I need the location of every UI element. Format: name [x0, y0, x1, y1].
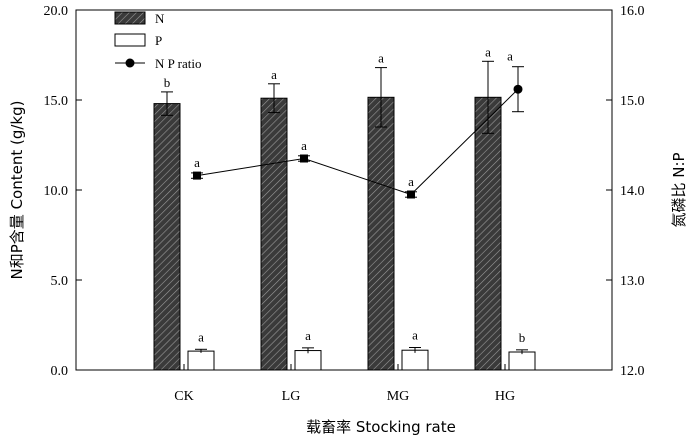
x-axis-title: 载畜率 Stocking rate	[306, 418, 456, 436]
sig-label-n: a	[378, 51, 384, 66]
x-tick-label: CK	[174, 389, 193, 404]
bar-n-ck	[153, 103, 181, 371]
x-tick-label: LG	[282, 389, 301, 404]
y-tick-label: 20.0	[44, 4, 69, 19]
bar-n-mg	[367, 96, 395, 371]
sig-label-p: a	[412, 328, 418, 343]
bar-n-lg	[260, 97, 288, 371]
legend-label-p: P	[155, 33, 162, 48]
y-tick-label: 10.0	[44, 184, 69, 199]
sig-label-n: b	[164, 75, 171, 90]
sig-label-ratio: a	[408, 174, 414, 189]
ratio-point	[193, 171, 201, 180]
x-tick-label: HG	[495, 389, 515, 404]
sig-label-ratio: a	[507, 49, 513, 64]
legend-swatch-ratio-marker	[125, 58, 135, 68]
bar-n-hg	[474, 96, 502, 371]
ratio-polyline	[196, 88, 519, 196]
sig-label-p: b	[519, 330, 526, 345]
axes: 0.0 5.0 10.0 15.0 20.0 12.0 13.0 14.0 15.0 16.0 CK…	[44, 4, 645, 404]
bar-p-mg	[401, 349, 429, 371]
bar-p-lg	[294, 350, 322, 371]
y-tick-label: 0.0	[51, 364, 69, 379]
legend-swatch-n	[114, 11, 146, 25]
bars: b a a a a a a b	[153, 44, 536, 371]
sig-label-n: a	[485, 44, 491, 59]
ratio-point	[407, 190, 415, 199]
y2-axis-title: 氮磷比 N:P	[670, 152, 688, 227]
y2-tick-label: 16.0	[620, 4, 645, 19]
bar-p-hg	[508, 351, 536, 371]
legend-label-n: N	[155, 11, 165, 26]
ratio-line: a a a a	[191, 49, 524, 199]
ratio-point	[513, 84, 523, 94]
legend-swatch-p	[114, 33, 146, 47]
y2-tick-label: 13.0	[620, 274, 645, 289]
bar-p-ck	[187, 350, 215, 371]
x-tick-label: MG	[387, 389, 410, 404]
sig-label-p: a	[198, 329, 204, 344]
y2-tick-label: 12.0	[620, 364, 645, 379]
legend-label-ratio: N P ratio	[155, 56, 201, 71]
y-tick-label: 5.0	[51, 274, 69, 289]
sig-label-p: a	[305, 328, 311, 343]
sig-label-n: a	[271, 67, 277, 82]
y-tick-label: 15.0	[44, 94, 69, 109]
y-axis-title: N和P含量 Content (g/kg)	[8, 101, 26, 280]
ratio-point	[300, 154, 308, 163]
y2-tick-label: 14.0	[620, 184, 645, 199]
legend: NP N P ratio	[114, 11, 201, 71]
sig-label-ratio: a	[301, 138, 307, 153]
sig-label-ratio: a	[194, 155, 200, 170]
y2-tick-label: 15.0	[620, 94, 645, 109]
